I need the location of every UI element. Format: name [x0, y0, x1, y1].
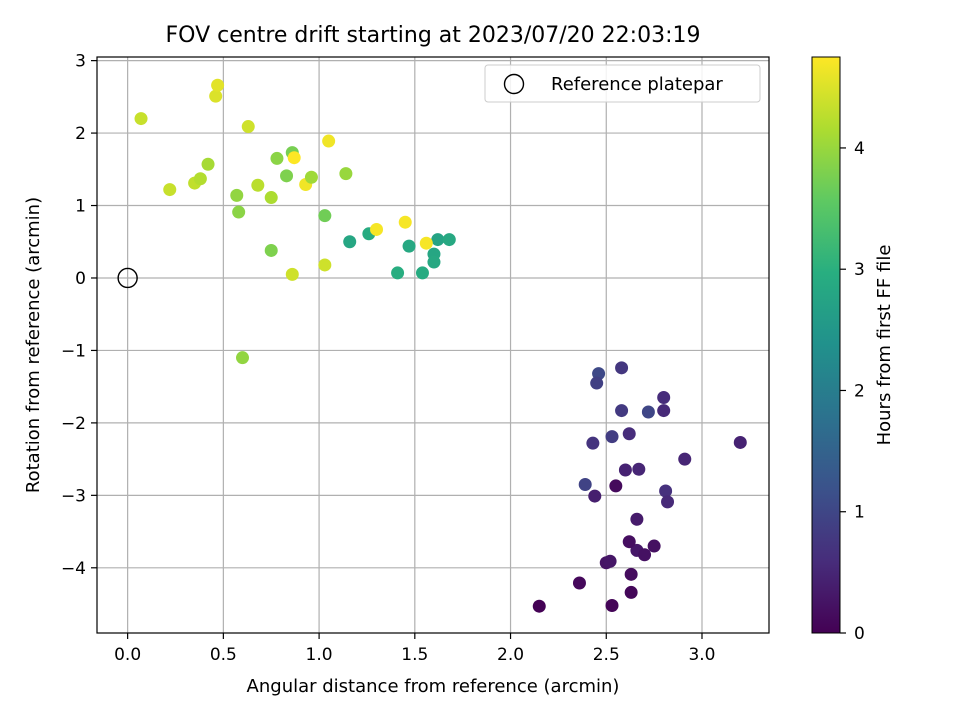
- colorbar-label: Hours from first FF file: [874, 245, 895, 446]
- y-tick-label: 3: [75, 52, 86, 72]
- y-tick-label: 1: [75, 197, 86, 217]
- x-tick-label: 0.0: [114, 645, 141, 665]
- scatter-point: [339, 167, 353, 181]
- scatter-point: [322, 134, 336, 148]
- scatter-point: [285, 267, 299, 281]
- scatter-point: [442, 233, 456, 247]
- y-tick-label: 0: [75, 269, 86, 289]
- scatter-point: [230, 188, 244, 202]
- scatter-point: [232, 205, 246, 219]
- scatter-point: [370, 222, 384, 236]
- scatter-point: [270, 151, 284, 165]
- colorbar-ticks: 0 1 2 3 4: [840, 139, 865, 644]
- colorbar-tick-label: 1: [854, 503, 865, 523]
- scatter-point: [318, 258, 332, 272]
- scatter-point: [427, 255, 441, 269]
- scatter-point: [678, 452, 692, 466]
- y-tick-label: −2: [61, 414, 86, 434]
- scatter-point: [193, 172, 207, 186]
- colorbar-tick-label: 4: [854, 139, 865, 159]
- x-tick-label: 1.0: [306, 645, 333, 665]
- scatter-point: [431, 233, 445, 247]
- scatter-point: [209, 89, 223, 103]
- x-tick-label: 0.5: [210, 645, 237, 665]
- scatter-point: [590, 376, 604, 390]
- scatter-point: [264, 243, 278, 257]
- scatter-point: [343, 235, 357, 249]
- scatter-point: [241, 120, 255, 134]
- legend-label-reference: Reference platepar: [551, 74, 723, 95]
- scatter-point: [287, 151, 301, 165]
- scatter-point: [304, 170, 318, 184]
- scatter-point: [605, 430, 619, 444]
- scatter-point: [588, 489, 602, 503]
- scatter-point: [318, 209, 332, 223]
- scatter-point: [605, 598, 619, 612]
- y-tick-label: 2: [75, 124, 86, 144]
- scatter-point: [630, 512, 644, 526]
- x-axis-label: Angular distance from reference (arcmin): [247, 676, 620, 697]
- scatter-point: [622, 427, 636, 441]
- scatter-point: [733, 435, 747, 449]
- x-tick-label: 2.5: [593, 645, 620, 665]
- plot-frame: [96, 56, 770, 634]
- scatter-point: [572, 576, 586, 590]
- scatter-point: [280, 169, 294, 183]
- colorbar-fill: [811, 56, 841, 634]
- scatter-point: [532, 599, 546, 613]
- scatter-point: [402, 239, 416, 253]
- legend-marker-reference: [503, 73, 525, 95]
- colorbar-tick-label: 3: [854, 260, 865, 280]
- legend: Reference platepar: [484, 64, 761, 103]
- scatter-point: [134, 112, 148, 126]
- scatter-point: [638, 548, 652, 562]
- scatter-point: [615, 361, 629, 375]
- reference-platepar-marker: [117, 267, 138, 289]
- scatter-point: [586, 436, 600, 450]
- x-tick-label: 1.5: [401, 645, 428, 665]
- scatter-point: [603, 554, 617, 568]
- scatter-point: [609, 479, 623, 493]
- data-points: [117, 78, 747, 613]
- scatter-point: [657, 391, 671, 405]
- scatter-point: [211, 78, 225, 92]
- x-axis-ticks: 0.0 0.5 1.0 1.5 2.0 2.5 3.0: [114, 633, 716, 665]
- scatter-point: [236, 351, 250, 365]
- scatter-point: [618, 463, 632, 477]
- scatter-point: [657, 404, 671, 418]
- scatter-point: [391, 266, 405, 280]
- scatter-point: [622, 535, 636, 549]
- y-tick-label: −3: [61, 486, 86, 506]
- scatter-point: [264, 191, 278, 205]
- scatter-point: [647, 539, 661, 553]
- scatter-point: [419, 236, 433, 250]
- scatter-point: [624, 567, 638, 581]
- scatter-point: [201, 157, 215, 171]
- scatter-point: [624, 585, 638, 599]
- scatter-point: [578, 477, 592, 491]
- scatter-point: [415, 266, 429, 280]
- x-tick-label: 3.0: [688, 645, 715, 665]
- scatter-point: [659, 484, 673, 498]
- y-axis-ticks: −4 −3 −2 −1 0 1 2 3: [61, 52, 97, 579]
- scatter-point: [398, 215, 412, 229]
- chart-title: FOV centre drift starting at 2023/07/20 …: [166, 23, 701, 48]
- legend-box: [484, 64, 761, 103]
- y-tick-label: −4: [61, 559, 86, 579]
- y-axis-label: Rotation from reference (arcmin): [23, 197, 44, 493]
- scatter-point: [615, 404, 629, 418]
- x-tick-label: 2.0: [497, 645, 524, 665]
- grid-lines: [97, 57, 769, 633]
- colorbar-tick-label: 0: [854, 624, 865, 644]
- scatter-point: [251, 178, 265, 192]
- scatter-point: [661, 495, 675, 509]
- scatter-point: [641, 405, 655, 419]
- y-tick-label: −1: [61, 341, 86, 361]
- scatter-point: [632, 462, 646, 476]
- scatter-point: [163, 183, 177, 197]
- colorbar-tick-label: 2: [854, 381, 865, 401]
- colorbar: 0 1 2 3 4 Hours from first FF file: [811, 56, 895, 644]
